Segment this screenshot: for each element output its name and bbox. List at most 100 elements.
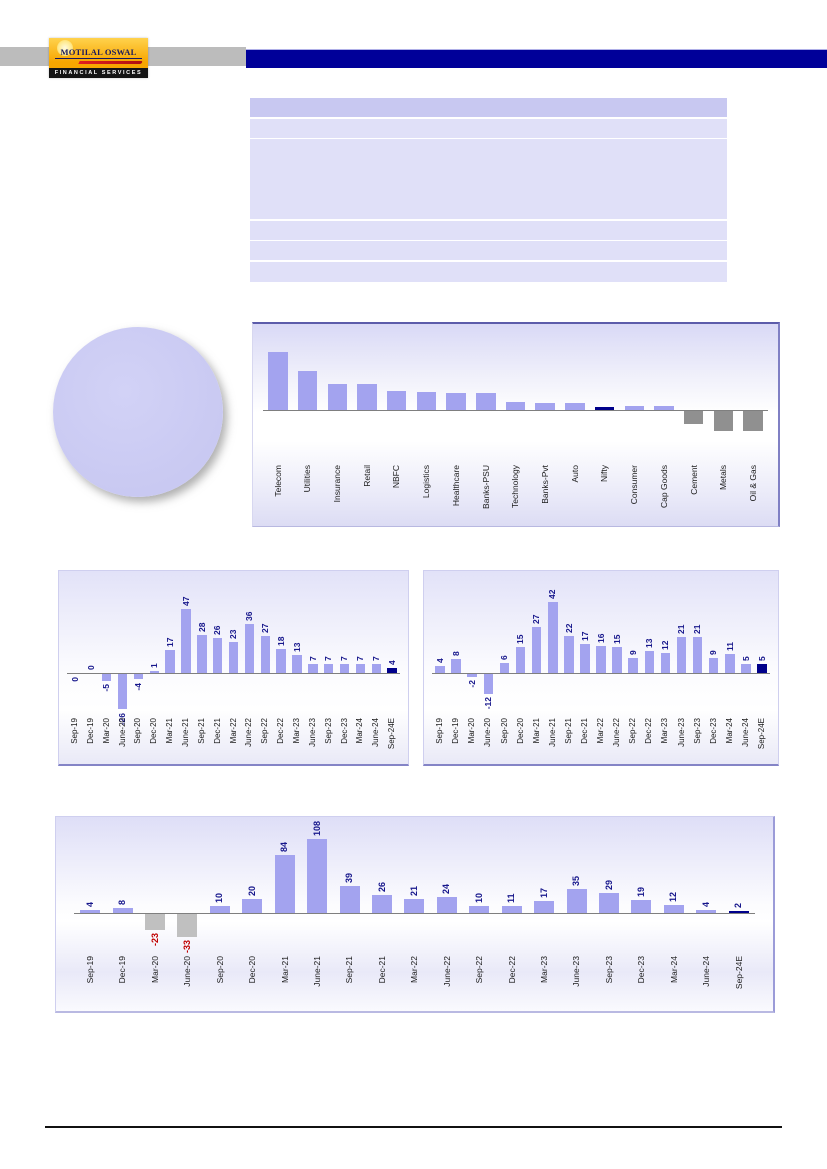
table-header-row (250, 98, 727, 117)
bar-sep-21 (339, 886, 360, 914)
bar-retail (357, 384, 377, 410)
category-label: June-23 (571, 956, 582, 987)
bar-nifty (594, 407, 615, 410)
bar-june-24 (371, 663, 381, 674)
data-label: -4 (133, 682, 144, 691)
category-label: Retail (361, 465, 372, 487)
category-label: Mar-24 (355, 718, 365, 744)
bar-june-22 (612, 647, 622, 673)
category-label: Dec-23 (339, 718, 349, 744)
bar-logistics (416, 392, 437, 410)
bar-mar-20 (145, 914, 166, 930)
quarterly-bar-chart-right: 4 Sep-19 8 Dec-19 -2 Mar-20 -12 June-20 6 Sep-20 1… (423, 570, 779, 766)
category-label: Sep-20 (499, 718, 509, 744)
data-label: 27 (259, 623, 270, 634)
category-label: Mar-23 (538, 956, 549, 983)
bar-dec-21 (212, 637, 223, 674)
data-label: 8 (117, 899, 128, 905)
category-label: Mar-24 (724, 718, 734, 744)
data-label: 8 (450, 651, 461, 657)
bar-utilities (297, 371, 318, 410)
bar-sep-23 (692, 637, 703, 673)
data-label: 10 (214, 893, 225, 904)
category-label: June-22 (244, 718, 254, 747)
bar-dec-20 (242, 899, 263, 914)
data-label: 4 (434, 658, 445, 664)
category-label: June-24 (701, 956, 712, 987)
bar-june-23 (676, 637, 687, 673)
data-label: 17 (579, 631, 590, 641)
category-label: Sep-23 (603, 956, 614, 984)
bar-sep-20 (133, 674, 144, 680)
bar-mar-23 (292, 655, 302, 674)
bar-sep-23 (323, 663, 334, 674)
category-label: June-24 (740, 718, 750, 747)
data-label: 7 (339, 655, 350, 661)
category-label: Healthcare (450, 465, 461, 507)
category-label: June-21 (547, 718, 557, 747)
data-label: 21 (676, 624, 687, 635)
data-label: -12 (483, 697, 494, 710)
pie-chart (53, 327, 223, 497)
data-label: 2 (733, 902, 744, 908)
bar-nbfc (386, 391, 407, 410)
category-label: Mar-21 (165, 718, 175, 744)
bar-telecom (268, 352, 288, 410)
footer-divider (45, 1126, 782, 1128)
bar-june-21 (181, 609, 191, 674)
data-label: 16 (595, 633, 606, 643)
data-label: 20 (246, 886, 257, 897)
category-label: Banks-Pvt (539, 465, 550, 504)
bar-mar-20 (467, 673, 478, 678)
category-label: Mar-20 (101, 718, 111, 744)
data-label: 10 (473, 893, 484, 904)
bar-mar-20 (101, 674, 112, 681)
category-label: Sep-20 (214, 956, 225, 984)
bar-dec-22 (276, 648, 286, 674)
category-label: Sep-21 (563, 718, 573, 744)
category-label: Mar-24 (668, 956, 679, 983)
category-label: Sep-23 (323, 718, 333, 744)
x-axis-line (74, 913, 755, 915)
logo-tagline: FINANCIAL SERVICES (49, 68, 148, 78)
category-label: Sep-23 (692, 718, 702, 744)
category-label: Mar-21 (531, 718, 541, 744)
bar-dec-19 (451, 659, 461, 673)
motilal-oswal-logo: MOTILAL OSWAL FINANCIAL SERVICES (49, 38, 148, 78)
table-row (250, 241, 727, 260)
data-label: 5 (740, 656, 751, 662)
category-label: June-22 (441, 956, 452, 987)
table-row (250, 139, 727, 219)
bar-mar-21 (274, 855, 295, 914)
bar-sep-21 (564, 635, 574, 673)
bar-june-20 (483, 673, 494, 695)
bar-sep-22 (628, 657, 639, 673)
category-label: Mar-20 (149, 956, 160, 983)
data-label: 108 (311, 820, 322, 836)
data-label: -5 (101, 684, 112, 692)
data-label: 4 (386, 659, 397, 665)
category-label: Dec-23 (708, 718, 718, 744)
data-label: 15 (611, 634, 622, 645)
bar-sep-24e (757, 664, 767, 673)
category-label: Sep-22 (260, 718, 270, 744)
category-label: Sep-24E (387, 718, 397, 750)
bar-june-23 (308, 663, 318, 674)
category-label: Oil & Gas (747, 465, 758, 502)
category-label: Dec-21 (579, 718, 589, 744)
category-label: Sep-22 (628, 718, 638, 744)
data-label: 47 (180, 596, 191, 607)
bar-mar-21 (531, 627, 542, 673)
data-label: 28 (196, 622, 207, 632)
data-label: -33 (181, 939, 192, 953)
data-label: 36 (244, 611, 255, 622)
category-label: Mar-20 (467, 718, 477, 744)
data-label: 35 (571, 876, 582, 887)
bar-sep-19 (80, 910, 101, 914)
category-label: Dec-19 (117, 956, 128, 984)
data-label: 11 (724, 642, 735, 652)
bar-dec-23 (339, 663, 350, 674)
data-label: -2 (467, 680, 477, 688)
bar-mar-22 (596, 645, 606, 673)
bar-dec-22 (501, 905, 522, 914)
